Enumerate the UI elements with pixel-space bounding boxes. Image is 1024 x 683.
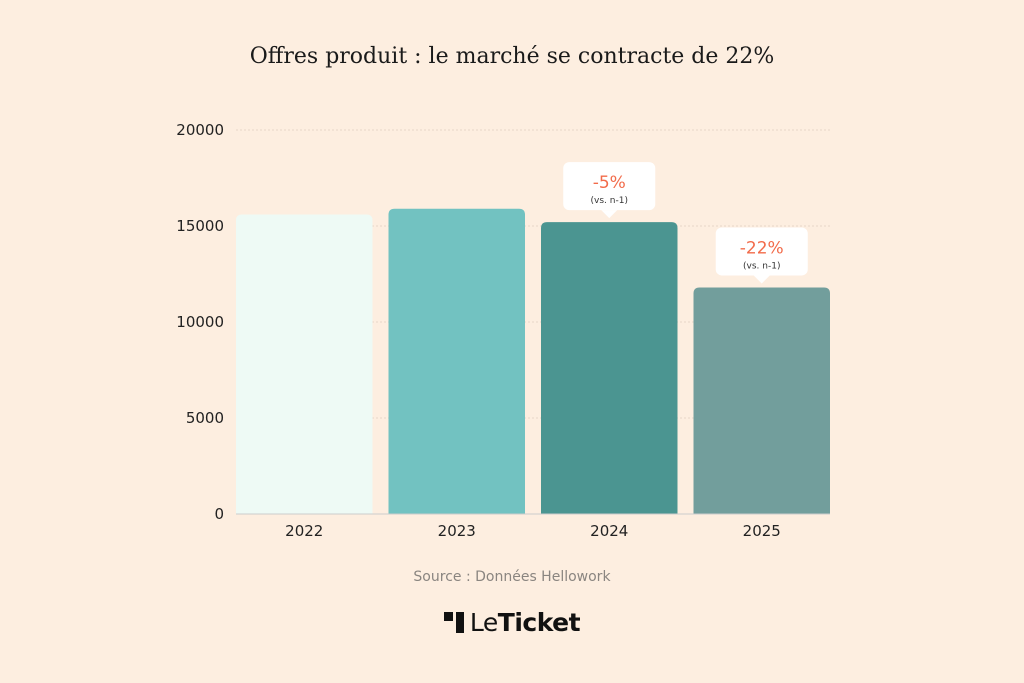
annotation-value: -5% bbox=[593, 173, 626, 193]
y-tick-label: 15000 bbox=[176, 217, 224, 235]
y-tick-label: 0 bbox=[214, 505, 224, 523]
bar-2022 bbox=[236, 214, 373, 515]
logo-mark-icon bbox=[443, 612, 464, 633]
source-note: Source : Données Hellowork bbox=[413, 569, 611, 585]
x-tick-label: 2022 bbox=[285, 522, 323, 540]
annotation-bubble bbox=[563, 162, 656, 211]
x-tick-label: 2025 bbox=[743, 522, 781, 540]
annotation-bubble bbox=[715, 227, 808, 276]
y-tick-label: 20000 bbox=[176, 121, 224, 139]
chart-title: Offres produit : le marché se contracte … bbox=[249, 44, 775, 69]
annotation-pointer bbox=[753, 275, 770, 284]
x-tick-label: 2023 bbox=[438, 522, 476, 540]
annotation-note: (vs. n-1) bbox=[743, 261, 780, 271]
annotation-value: -22% bbox=[740, 238, 784, 258]
leticket-logo: LeTicket bbox=[0, 608, 1024, 637]
bar-2025 bbox=[693, 287, 830, 514]
bar-2023 bbox=[388, 208, 525, 514]
annotation-note: (vs. n-1) bbox=[591, 196, 628, 206]
bar-2024 bbox=[541, 222, 678, 514]
logo-text: LeTicket bbox=[469, 608, 581, 637]
x-tick-label: 2024 bbox=[590, 522, 628, 540]
annotation-pointer bbox=[601, 210, 618, 219]
y-tick-label: 5000 bbox=[186, 409, 224, 427]
y-tick-label: 10000 bbox=[176, 313, 224, 331]
